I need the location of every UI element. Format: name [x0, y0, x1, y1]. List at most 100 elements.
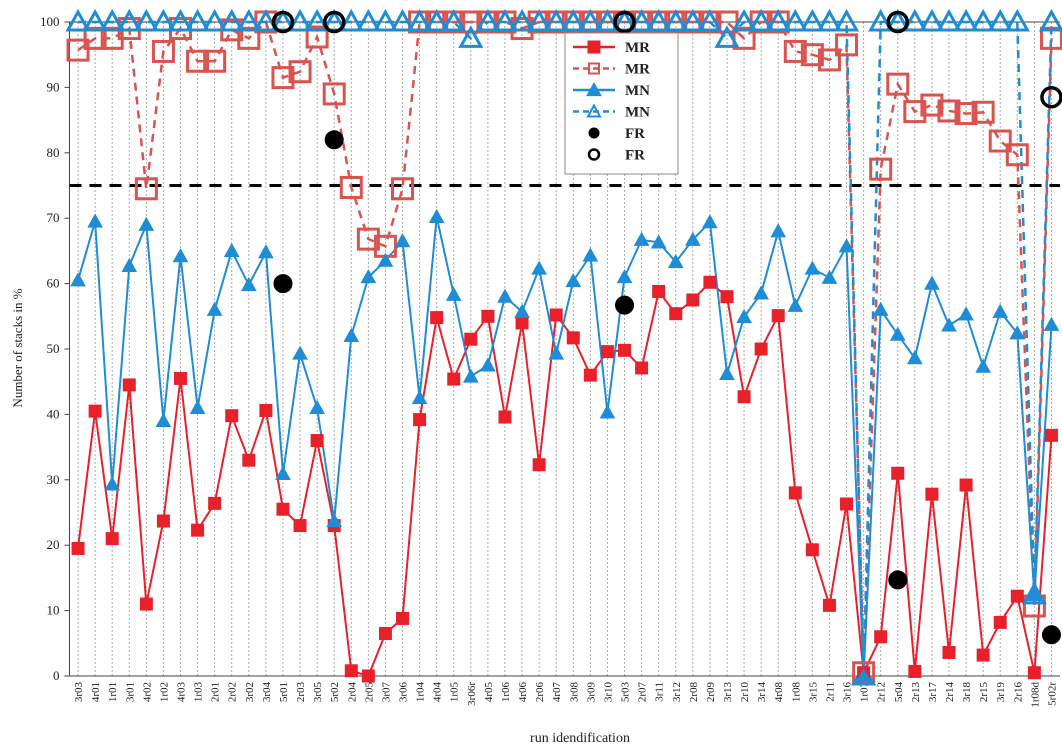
- triangle-marker: [987, 8, 1013, 32]
- x-tick-label: 1r02: [158, 682, 170, 702]
- triangle-marker: [458, 25, 484, 48]
- square-marker: [83, 26, 107, 50]
- x-tick-label: 3r01: [124, 682, 136, 702]
- triangle-marker: [407, 8, 433, 32]
- triangle-marker: [906, 350, 923, 365]
- triangle-marker: [684, 231, 701, 246]
- x-tick-label: 2r11: [824, 682, 836, 702]
- square-marker: [1010, 589, 1024, 603]
- square-marker: [971, 100, 995, 124]
- x-tick-label: 3r16: [842, 682, 854, 703]
- triangle-marker: [172, 248, 189, 263]
- legend-marker: [587, 40, 601, 54]
- triangle-marker: [872, 301, 889, 316]
- square-marker: [566, 331, 580, 345]
- legend-marker: [586, 81, 602, 97]
- triangle-marker: [355, 8, 381, 32]
- triangle-marker: [560, 8, 586, 32]
- x-tick-label: 2r15: [978, 682, 990, 703]
- triangle-marker: [787, 297, 804, 312]
- square-marker: [71, 541, 85, 555]
- triangle-marker: [667, 253, 684, 269]
- square-marker: [976, 648, 990, 662]
- x-tick-label: 2r02: [227, 682, 239, 702]
- square-marker: [908, 664, 922, 678]
- triangle-marker: [616, 269, 633, 284]
- square-marker: [903, 100, 927, 124]
- square-marker: [840, 497, 854, 511]
- triangle-marker: [309, 399, 325, 414]
- triangle-marker: [924, 275, 940, 290]
- triangle-marker: [445, 286, 462, 301]
- triangle-marker: [736, 308, 752, 324]
- triangle-marker: [240, 276, 257, 292]
- legend-box: [564, 32, 679, 175]
- triangle-marker: [133, 8, 159, 32]
- triangle-marker: [992, 303, 1009, 318]
- square-marker: [635, 361, 649, 375]
- x-tick-label: 2r06: [534, 682, 546, 703]
- square-marker: [122, 378, 136, 392]
- x-tick-label: 4r07: [551, 682, 563, 703]
- triangle-marker: [1009, 325, 1026, 340]
- square-marker: [237, 26, 261, 50]
- square-marker: [954, 102, 978, 126]
- square-marker: [391, 177, 415, 201]
- triangle-marker: [258, 244, 274, 259]
- triangle-marker: [697, 8, 723, 32]
- triangle-marker: [731, 8, 757, 32]
- square-marker: [652, 284, 666, 298]
- triangle-marker: [497, 288, 513, 303]
- triangle-marker: [650, 234, 667, 249]
- legend: MR MR MN MN FR FR: [564, 32, 679, 175]
- triangle-marker: [919, 8, 945, 32]
- triangle-marker: [475, 8, 501, 32]
- square-marker: [208, 496, 222, 510]
- triangle-marker: [531, 260, 547, 275]
- x-tick-label: 3r06r: [466, 682, 478, 706]
- square-marker: [1044, 428, 1058, 442]
- triangle-marker: [646, 8, 672, 32]
- x-tick-label: 2r10: [739, 682, 751, 703]
- x-tick-label: 1r07: [859, 682, 871, 703]
- square-marker: [378, 626, 392, 640]
- x-tick-label: 2r01: [210, 682, 222, 702]
- square-marker: [396, 611, 410, 625]
- triangle-marker: [411, 390, 428, 405]
- series-line: [77, 216, 1053, 677]
- x-tick-label: 4r05: [483, 682, 495, 703]
- legend-label: MR: [625, 40, 650, 56]
- triangle-marker: [441, 8, 467, 32]
- x-tick-label: 2r04: [346, 682, 358, 703]
- square-marker: [310, 434, 324, 448]
- triangle-marker: [1026, 586, 1043, 602]
- x-tick-label: 1r08d: [1029, 682, 1041, 708]
- circle-marker: [273, 274, 293, 294]
- triangle-marker: [219, 8, 245, 32]
- triangle-marker: [838, 238, 855, 253]
- triangle-marker: [958, 306, 974, 321]
- circle-marker: [886, 10, 910, 34]
- triangle-marker: [167, 8, 194, 32]
- legend-label: FR: [625, 148, 645, 164]
- square-marker: [276, 502, 290, 516]
- x-tick-label: 4r06: [517, 682, 529, 703]
- triangle-marker: [150, 8, 176, 32]
- triangle-marker: [360, 269, 377, 284]
- square-marker: [886, 72, 910, 96]
- y-tick-label: 40: [47, 406, 60, 421]
- triangle-marker: [953, 8, 979, 32]
- square-marker: [66, 38, 90, 62]
- triangle-marker: [87, 213, 103, 228]
- triangle-marker: [287, 8, 313, 32]
- triangle-marker: [514, 303, 530, 318]
- triangle-marker: [275, 465, 291, 481]
- triangle-marker: [680, 8, 706, 32]
- circle-marker: [271, 10, 295, 34]
- x-tick-label: 1r05: [449, 682, 461, 703]
- square-marker: [783, 39, 807, 63]
- triangle-marker: [941, 317, 957, 332]
- square-marker: [430, 311, 444, 325]
- triangle-marker: [582, 247, 599, 262]
